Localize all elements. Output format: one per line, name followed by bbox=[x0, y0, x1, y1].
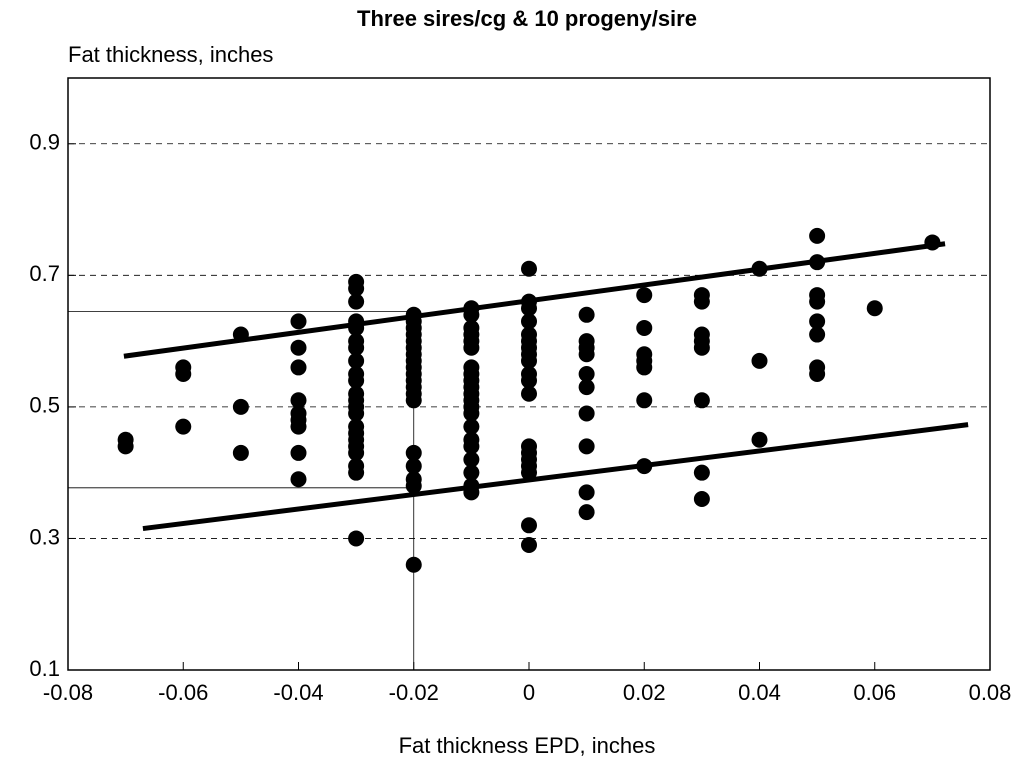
point bbox=[290, 313, 307, 330]
point bbox=[578, 484, 595, 501]
point bbox=[693, 490, 710, 507]
y-tick-label: 0.1 bbox=[29, 656, 60, 681]
x-axis-label: Fat thickness EPD, inches bbox=[399, 733, 656, 758]
point bbox=[463, 438, 480, 455]
point bbox=[578, 366, 595, 382]
point bbox=[636, 287, 653, 304]
x-tick-label: 0.08 bbox=[969, 680, 1012, 705]
point bbox=[636, 319, 653, 336]
point bbox=[809, 366, 826, 382]
point bbox=[463, 451, 480, 468]
point bbox=[809, 227, 826, 244]
y-axis-label: Fat thickness, inches bbox=[68, 42, 273, 67]
point bbox=[348, 339, 365, 356]
point bbox=[290, 339, 307, 356]
point bbox=[521, 372, 537, 389]
x-tick-label: -0.08 bbox=[43, 680, 93, 705]
point bbox=[463, 418, 480, 435]
point bbox=[290, 359, 307, 376]
point bbox=[751, 352, 768, 369]
boundary-line bbox=[123, 241, 946, 359]
point bbox=[521, 537, 537, 554]
point bbox=[521, 464, 537, 481]
x-tick-label: -0.04 bbox=[273, 680, 323, 705]
point bbox=[578, 438, 595, 455]
point bbox=[405, 556, 422, 573]
point bbox=[521, 352, 537, 369]
point bbox=[521, 260, 537, 277]
point bbox=[693, 339, 710, 356]
point bbox=[463, 405, 480, 422]
point bbox=[290, 444, 307, 461]
x-tick-label: 0.06 bbox=[853, 680, 896, 705]
point bbox=[521, 385, 537, 402]
y-tick-label: 0.7 bbox=[29, 261, 60, 286]
point bbox=[693, 464, 710, 481]
point bbox=[578, 346, 595, 363]
point bbox=[751, 431, 768, 448]
x-tick-label: -0.06 bbox=[158, 680, 208, 705]
point bbox=[578, 306, 595, 323]
chart-title: Three sires/cg & 10 progeny/sire bbox=[357, 6, 697, 31]
point bbox=[463, 464, 480, 481]
x-tick-label: -0.02 bbox=[389, 680, 439, 705]
point bbox=[521, 517, 537, 534]
point bbox=[290, 418, 307, 435]
point bbox=[348, 280, 365, 297]
point bbox=[348, 405, 365, 422]
y-tick-label: 0.9 bbox=[29, 130, 60, 155]
point bbox=[405, 392, 422, 409]
point bbox=[290, 471, 307, 488]
point bbox=[232, 444, 249, 461]
point bbox=[405, 477, 422, 494]
point bbox=[809, 293, 826, 310]
x-tick-label: 0.02 bbox=[623, 680, 666, 705]
point bbox=[693, 293, 710, 310]
point bbox=[809, 326, 826, 343]
point bbox=[578, 379, 595, 396]
point bbox=[348, 464, 365, 481]
point bbox=[521, 313, 537, 330]
point bbox=[693, 392, 710, 409]
y-tick-label: 0.3 bbox=[29, 524, 60, 549]
boundary-line bbox=[142, 422, 969, 532]
point bbox=[290, 392, 307, 409]
point bbox=[175, 366, 192, 382]
point bbox=[578, 405, 595, 422]
point bbox=[175, 418, 192, 435]
point bbox=[521, 300, 537, 317]
point bbox=[636, 392, 653, 409]
point bbox=[348, 530, 365, 547]
point bbox=[463, 339, 480, 356]
point bbox=[348, 372, 365, 389]
point bbox=[232, 398, 249, 415]
x-tick-label: 0.04 bbox=[738, 680, 781, 705]
point bbox=[405, 444, 422, 461]
point bbox=[348, 352, 365, 369]
point bbox=[348, 444, 365, 461]
y-tick-label: 0.5 bbox=[29, 393, 60, 418]
point bbox=[578, 504, 595, 521]
point bbox=[348, 293, 365, 310]
x-tick-label: 0 bbox=[523, 680, 535, 705]
point bbox=[636, 359, 653, 376]
point bbox=[117, 438, 134, 455]
point bbox=[809, 313, 826, 330]
point bbox=[405, 458, 422, 475]
point bbox=[866, 300, 883, 317]
